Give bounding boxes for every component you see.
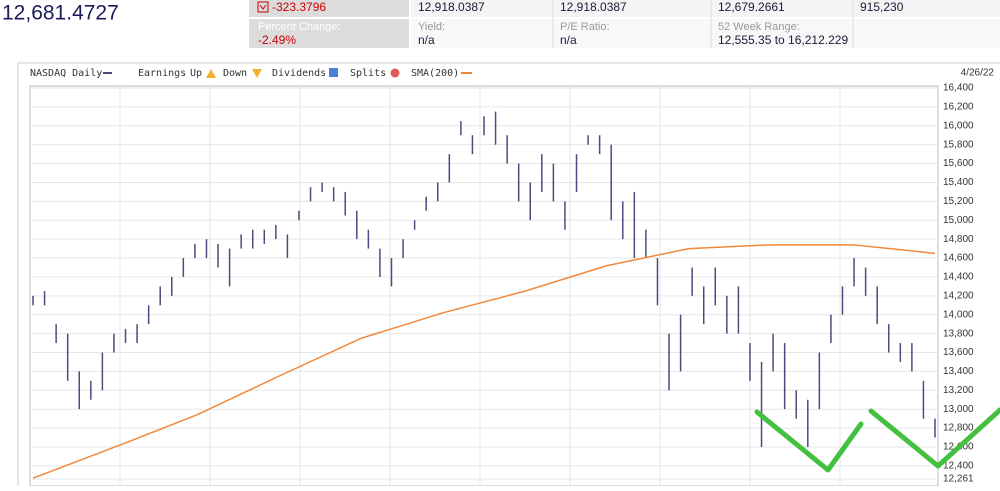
chart-date: 4/26/22: [961, 68, 995, 79]
range: 12,555.35 to 16,212.229: [718, 33, 848, 47]
percent-label: Percent Change:: [258, 21, 341, 33]
y-tick-label: 14,600: [943, 253, 974, 264]
percent-change: -2.49%: [258, 33, 296, 47]
dividend-icon: [329, 68, 338, 77]
legend-dividends: Dividends: [272, 68, 326, 79]
yield: n/a: [418, 33, 435, 47]
y-tick-label: 13,600: [943, 347, 974, 358]
y-tick-label: 14,000: [943, 309, 974, 320]
legend-series: NASDAQ Daily: [30, 68, 102, 79]
y-tick-label: 15,200: [943, 196, 974, 207]
y-tick-label: 13,200: [943, 385, 974, 396]
y-tick-label: 16,400: [943, 83, 974, 94]
annotation-v: [868, 407, 1000, 469]
y-tick-label: 15,800: [943, 139, 974, 150]
legend-earnings: Earnings: [138, 68, 186, 79]
row-one: [411, 0, 1000, 17]
y-tick-label: 13,000: [943, 404, 974, 415]
y-tick-label: 13,400: [943, 366, 974, 377]
down-arrow: [259, 4, 267, 10]
y-tick-label: 16,000: [943, 120, 974, 131]
percent-cell: [249, 19, 409, 48]
up-icon: [206, 69, 216, 78]
legend-splits: Splits: [350, 68, 386, 79]
y-tick-label: 14,400: [943, 272, 974, 283]
row-two: [411, 19, 1000, 48]
range-label: 52 Week Range:: [718, 21, 800, 33]
y-tick-label: 14,800: [943, 234, 974, 245]
y-tick-label: 15,600: [943, 158, 974, 169]
down-icon: [257, 1, 269, 13]
legend-down: Down: [223, 68, 247, 79]
y-tick-label: 16,200: [943, 102, 974, 113]
change: -323.3796: [272, 0, 326, 14]
last-price: 12,681.4727: [2, 2, 119, 25]
y-tick-label: 15,000: [943, 215, 974, 226]
annotation-v: [754, 409, 864, 473]
yield-label: Yield:: [418, 21, 445, 33]
low: 12,679.2661: [718, 0, 785, 14]
open: 12,918.0387: [418, 0, 485, 14]
pe: n/a: [560, 33, 577, 47]
volume: 915,230: [860, 0, 904, 14]
change-cell: [249, 0, 409, 17]
y-tick-label: 14,200: [943, 290, 974, 301]
y-tick-label: 12,261: [943, 474, 974, 485]
legend-up: Up: [190, 68, 202, 79]
chart-panel: [17, 62, 1000, 491]
split-icon: [390, 68, 400, 78]
y-tick-label: 12,400: [943, 461, 974, 472]
pe-label: P/E Ratio:: [560, 21, 610, 33]
y-tick-label: 12,800: [943, 423, 974, 434]
down-icon: [252, 69, 262, 78]
y-tick-label: 15,400: [943, 177, 974, 188]
prev-close: 12,918.0387: [560, 0, 627, 14]
y-tick-label: 13,800: [943, 328, 974, 339]
legend-sma: SMA(200): [411, 68, 459, 79]
sma-line: [32, 244, 936, 479]
